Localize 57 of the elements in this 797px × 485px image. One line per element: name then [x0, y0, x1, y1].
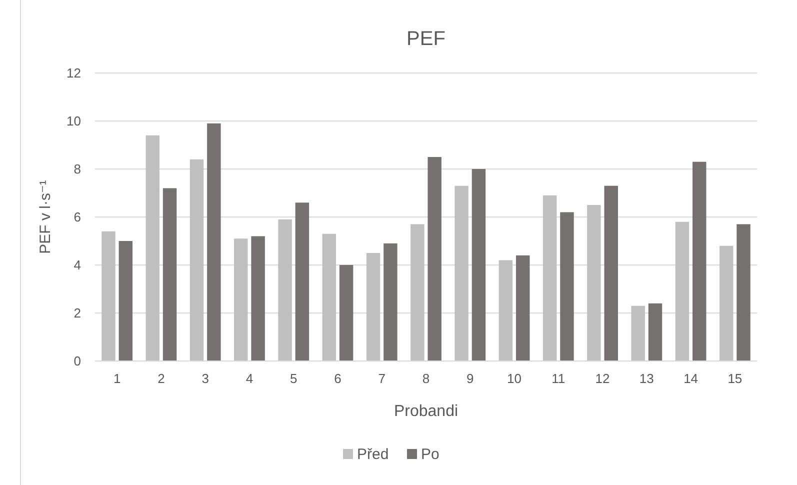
bar: [604, 186, 618, 361]
bar: [322, 234, 336, 361]
bar: [587, 205, 601, 361]
x-tick-label: 2: [158, 371, 165, 386]
x-tick-label: 3: [202, 371, 209, 386]
bar: [560, 212, 574, 361]
bar: [454, 186, 468, 361]
bar: [118, 241, 133, 361]
bar: [648, 303, 662, 361]
y-tick-label: 0: [74, 354, 81, 369]
x-tick-label: 1: [113, 371, 121, 386]
x-tick-label: 9: [466, 371, 474, 386]
bar: [207, 123, 221, 361]
x-tick-label: 6: [334, 371, 342, 386]
y-tick-label: 8: [74, 162, 81, 177]
bar: [719, 246, 734, 361]
bar: [498, 260, 513, 361]
bar: [692, 162, 706, 361]
bar: [366, 253, 380, 361]
x-axis-title: Probandi: [394, 403, 458, 420]
x-tick-label: 13: [639, 371, 654, 386]
x-tick-label: 7: [378, 371, 386, 386]
y-tick-label: 12: [66, 66, 81, 81]
bar: [251, 236, 265, 361]
chart-title: PEF: [406, 28, 446, 50]
y-tick-label: 4: [74, 258, 81, 273]
bar: [339, 265, 354, 361]
x-tick-label: 14: [684, 371, 698, 386]
y-tick-label: 2: [74, 306, 81, 321]
bar: [102, 231, 116, 361]
bar: [162, 188, 177, 361]
bar: [631, 306, 645, 361]
bar: [295, 202, 310, 361]
x-tick-label: 10: [507, 371, 522, 386]
bar: [472, 169, 486, 361]
y-axis-title: PEF v l·s⁻¹: [37, 180, 54, 254]
bar: [428, 157, 442, 361]
bar: [410, 224, 424, 361]
bar: [190, 159, 204, 361]
bar: [736, 224, 750, 361]
legend-label: Před: [357, 446, 389, 463]
bar: [675, 222, 690, 361]
bar: [542, 195, 557, 361]
bar: [278, 219, 292, 361]
x-tick-label: 11: [552, 371, 566, 386]
x-tick-label: 8: [422, 371, 430, 386]
bar: [516, 255, 530, 361]
legend-label: Po: [421, 446, 440, 463]
y-tick-label: 6: [74, 210, 81, 225]
x-tick-label: 15: [728, 371, 742, 386]
bar: [146, 135, 160, 361]
x-tick-label: 12: [595, 371, 610, 386]
bar: [234, 238, 248, 361]
x-tick-label: 5: [290, 371, 298, 386]
y-tick-label: 10: [66, 114, 81, 129]
x-tick-label: 4: [246, 371, 254, 386]
bar: [384, 243, 398, 361]
